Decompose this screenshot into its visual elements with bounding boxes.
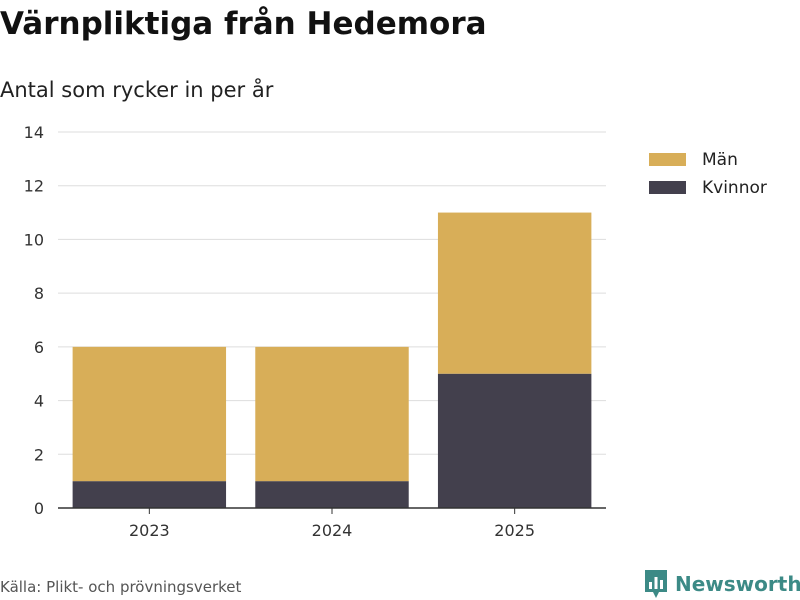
bar-kvinnor-2023 xyxy=(72,481,227,508)
legend-label-kvinnor: Kvinnor xyxy=(702,178,767,198)
y-tick-label: 6 xyxy=(34,338,44,357)
y-tick-label: 0 xyxy=(34,499,44,518)
chart-title: Värnpliktiga från Hedemora xyxy=(0,6,487,42)
y-tick-label: 2 xyxy=(34,445,44,464)
y-tick-label: 4 xyxy=(34,392,44,411)
stacked-bar-chart: 0 2 4 6 8 10 12 14 2023 2024 2025 Män Kvinnor xyxy=(24,123,767,540)
x-tick-label: 2023 xyxy=(129,521,170,540)
x-tick-label: 2025 xyxy=(494,521,535,540)
bar-kvinnor-2024 xyxy=(255,481,409,508)
bar-män-2023 xyxy=(72,346,227,482)
bar-kvinnor-2025 xyxy=(437,373,592,508)
x-tick-label: 2024 xyxy=(312,521,353,540)
legend-swatch-män xyxy=(649,153,686,166)
bar-män-2025 xyxy=(437,212,592,374)
newsworthy-logo-icon xyxy=(645,570,667,598)
chart-subtitle: Antal som rycker in per år xyxy=(0,78,274,102)
legend: Män Kvinnor xyxy=(649,150,767,198)
source-note: Källa: Plikt- och prövningsverket xyxy=(0,578,242,596)
brand: Newsworthy xyxy=(644,568,800,600)
bars xyxy=(72,212,592,508)
legend-swatch-kvinnor xyxy=(649,181,686,194)
y-tick-label: 8 xyxy=(34,284,44,303)
bar-män-2024 xyxy=(255,346,409,482)
legend-label-män: Män xyxy=(702,150,738,170)
y-tick-label: 14 xyxy=(24,123,44,142)
y-tick-label: 12 xyxy=(24,177,44,196)
axes: 0 2 4 6 8 10 12 14 2023 2024 2025 xyxy=(24,123,606,540)
brand-name: Newsworthy xyxy=(675,572,800,596)
y-tick-label: 10 xyxy=(24,230,44,249)
